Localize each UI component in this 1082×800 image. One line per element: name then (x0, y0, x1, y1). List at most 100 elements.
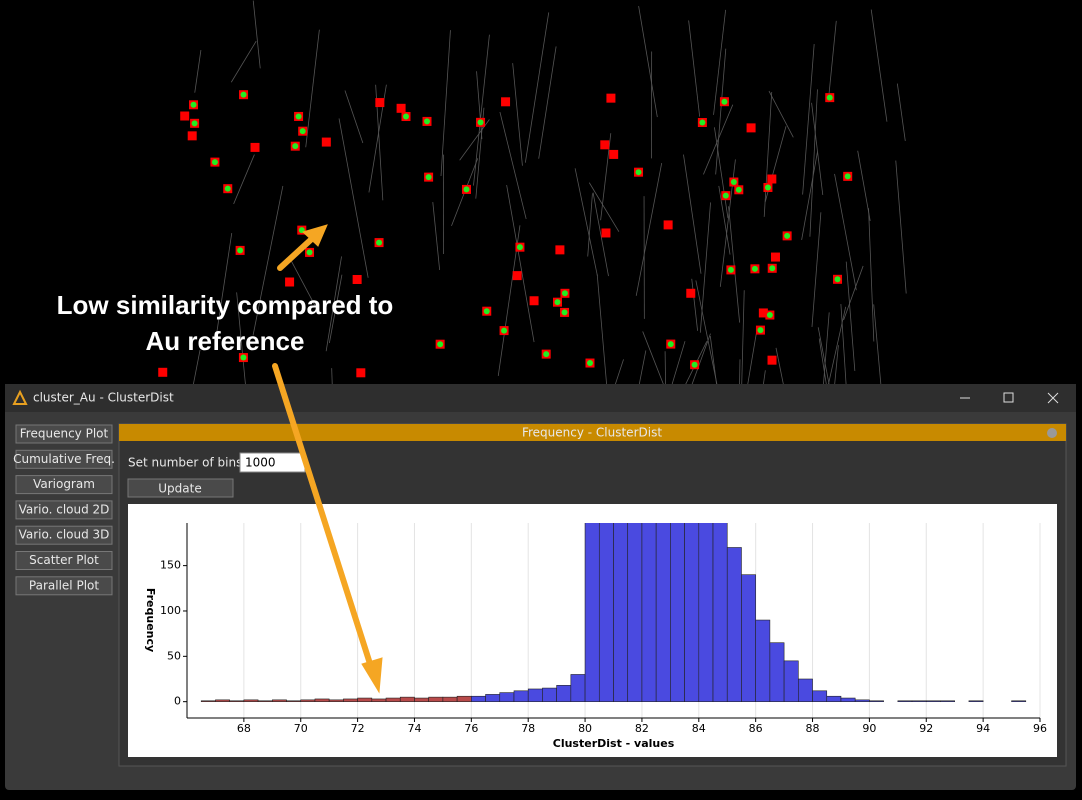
app-icon (12, 389, 28, 405)
sample-marker (356, 368, 366, 378)
sample-dot (292, 143, 299, 150)
sample-marker (250, 142, 260, 152)
bar (840, 697, 856, 702)
bar (527, 688, 543, 702)
drillhole-trace (473, 34, 490, 186)
bar (328, 699, 344, 702)
sample-dot (751, 265, 758, 272)
bar (385, 697, 401, 702)
drillhole-trace (728, 206, 741, 323)
sample-dot (501, 327, 508, 334)
drillhole-trace (845, 261, 856, 371)
sidebar-button[interactable] (15, 424, 113, 444)
bar (499, 692, 515, 702)
drillhole-trace (857, 150, 871, 221)
sample-dot (727, 266, 734, 273)
scene-decoration (158, 0, 907, 522)
sample-dot (516, 244, 523, 251)
sample-dot (224, 185, 231, 192)
panel-close[interactable] (1047, 428, 1057, 438)
drillhole-trace (801, 151, 818, 241)
sample-dot (586, 360, 593, 367)
sidebar-button[interactable] (15, 500, 113, 520)
drillhole-trace (506, 185, 535, 343)
annotation-line: Low similarity compared to (57, 290, 394, 320)
bar (968, 700, 984, 702)
sample-dot (730, 179, 737, 186)
bar (869, 700, 884, 702)
x-tick-label: 68 (237, 722, 251, 735)
sample-dot (834, 276, 841, 283)
sidebar-button[interactable] (15, 576, 113, 596)
sidebar-button[interactable] (15, 551, 113, 570)
sample-marker (686, 288, 696, 298)
sample-dot (237, 247, 244, 254)
drillhole-trace (714, 127, 729, 219)
drillhole-trace (328, 274, 343, 344)
drillhole-trace (763, 91, 773, 217)
drillhole-trace (325, 256, 342, 352)
bar (399, 696, 415, 702)
bar (726, 547, 742, 702)
sidebar-button[interactable] (15, 525, 113, 545)
y-axis-label: Frequency (144, 588, 157, 652)
sample-dot (766, 312, 773, 319)
title-bar (5, 384, 1076, 412)
panel-title: Frequency - ClusterDist (522, 426, 662, 440)
sample-marker (600, 140, 610, 150)
x-tick-label: 92 (919, 722, 933, 735)
drillhole-trace (895, 160, 907, 294)
sidebar-button-label: Vario. cloud 2D (19, 502, 110, 516)
drillhole-trace (688, 20, 701, 117)
sample-dot (211, 159, 218, 166)
sample-marker (767, 174, 777, 184)
sample-marker (396, 103, 406, 113)
drillhole-trace (194, 50, 202, 93)
sample-dot (784, 232, 791, 239)
drillhole-trace (768, 90, 794, 138)
close-button[interactable] (1047, 392, 1059, 404)
drillhole-trace (587, 193, 593, 257)
x-tick-label: 94 (976, 722, 990, 735)
update-button[interactable] (127, 478, 234, 498)
drillhole-trace (638, 5, 658, 118)
bar (371, 698, 387, 702)
sample-marker (770, 252, 780, 262)
bar (755, 619, 771, 702)
y-tick-label: 100 (160, 604, 181, 617)
sample-dot (240, 91, 247, 98)
sample-dot (561, 290, 568, 297)
bar (783, 660, 799, 702)
drillhole-trace (338, 118, 369, 278)
sidebar-button[interactable] (15, 475, 113, 495)
maximize-button[interactable] (1003, 392, 1014, 403)
y-tick-label: 0 (174, 695, 181, 708)
bar (513, 690, 529, 702)
sample-dot (543, 351, 550, 358)
sample-dot (376, 239, 383, 246)
drillhole-trace (233, 154, 255, 205)
bar (456, 695, 472, 702)
drillhole-trace (252, 0, 261, 69)
y-tick-label: 150 (160, 559, 181, 572)
drillhole-trace (538, 46, 557, 159)
drillhole-trace (713, 9, 727, 115)
sample-dot (477, 119, 484, 126)
bar (897, 700, 913, 702)
sidebar-button-label: Scatter Plot (29, 553, 99, 567)
bar (471, 695, 486, 702)
drillhole-trace (524, 12, 550, 163)
bar (854, 699, 870, 702)
drillhole-trace (868, 208, 875, 342)
sample-marker (746, 123, 756, 133)
sidebar-button[interactable] (15, 449, 113, 469)
sample-dot (463, 186, 470, 193)
drillhole-trace (252, 185, 284, 336)
x-tick-label: 74 (407, 722, 421, 735)
sample-dot (699, 119, 706, 126)
sample-dot (190, 101, 197, 108)
bar (1011, 700, 1027, 702)
sample-dot (437, 341, 444, 348)
bar (271, 699, 287, 702)
